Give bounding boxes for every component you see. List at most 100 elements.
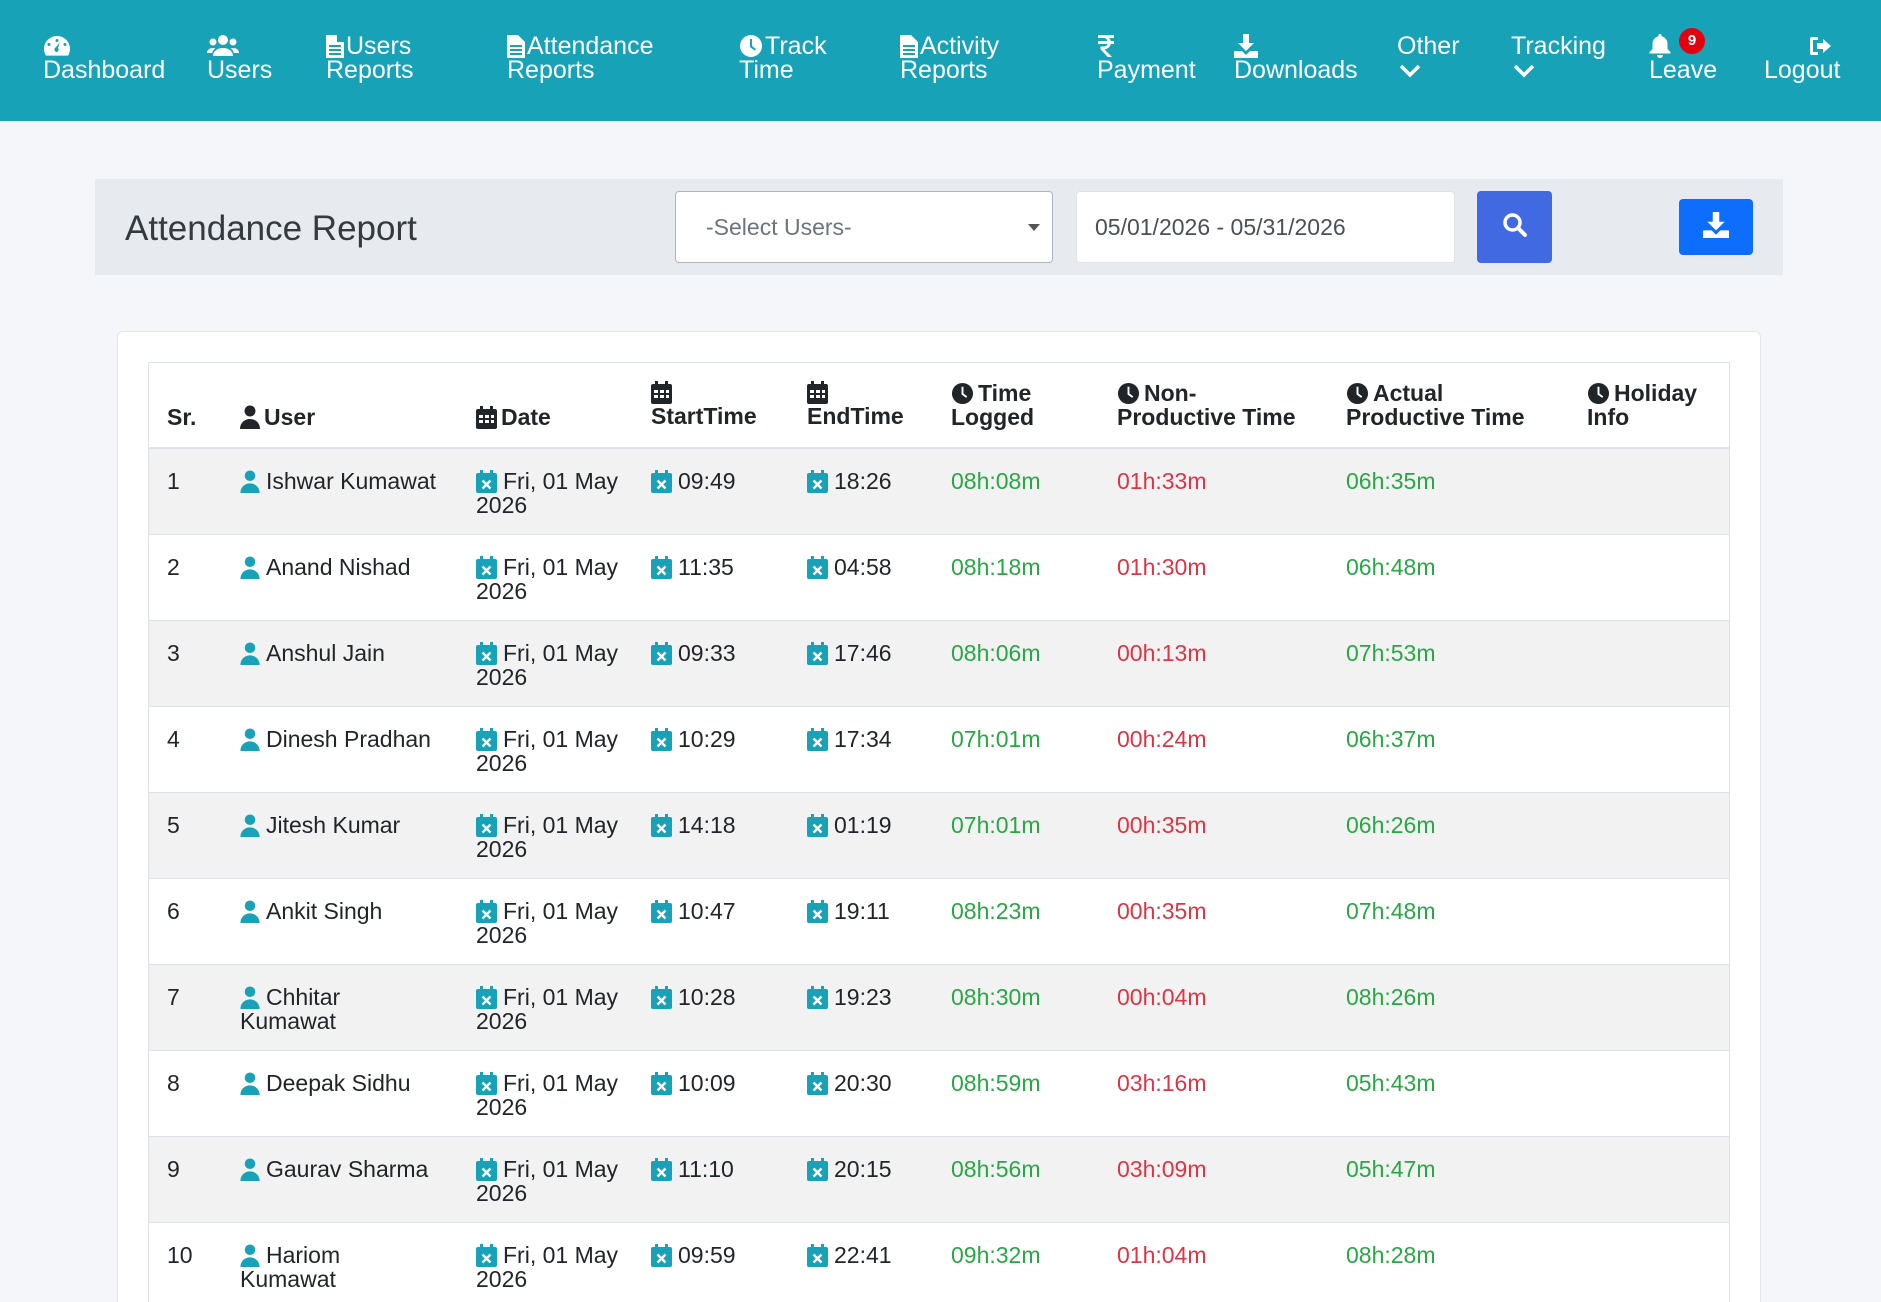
calendar-icon: [807, 1157, 834, 1181]
nav-downloads[interactable]: Downloads: [1234, 34, 1358, 83]
cell-start-time: 10:28: [651, 985, 736, 1009]
calendar-icon: [651, 641, 678, 665]
nav-payment[interactable]: Payment: [1097, 34, 1196, 83]
nav-logout[interactable]: Logout: [1764, 34, 1840, 83]
cell-non-productive-time: 01h:33m: [1117, 468, 1207, 494]
download-report-button[interactable]: [1679, 199, 1753, 255]
cell-actual-productive-time: 06h:48m: [1346, 554, 1436, 580]
cell-actual-productive-time: 06h:35m: [1346, 468, 1436, 494]
cell-end-time: 01:19: [807, 813, 892, 837]
bell-icon: [1649, 34, 1671, 58]
cell-end-time: 19:23: [807, 985, 892, 1009]
attendance-table: Sr. User Date StartTime EndTime Time Log…: [148, 362, 1730, 1302]
cell-end-time: 19:11: [807, 899, 890, 923]
cell-sr: 5: [167, 812, 180, 838]
calendar-icon: [807, 985, 834, 1009]
calendar-icon: [476, 985, 503, 1009]
calendar-icon: [651, 985, 678, 1009]
calendar-icon: [476, 1157, 503, 1181]
user-icon: [240, 641, 266, 665]
calendar-icon: [651, 727, 678, 751]
cell-user: Gaurav Sharma: [240, 1157, 428, 1181]
download-icon: [1234, 34, 1258, 58]
date-range-input[interactable]: 05/01/2026 - 05/31/2026: [1076, 191, 1455, 263]
cell-time-logged: 08h:56m: [951, 1156, 1041, 1182]
table-row: 6 Ankit Singh Fri, 01 May 2026 10:47 19:11 08h…: [149, 879, 1729, 965]
nav-tracking-dropdown[interactable]: Tracking: [1511, 33, 1606, 88]
search-button[interactable]: [1477, 191, 1552, 263]
cell-end-time: 17:46: [807, 641, 892, 665]
caret-down-icon: [1028, 224, 1040, 231]
cell-actual-productive-time: 06h:26m: [1346, 812, 1436, 838]
file-icon: [326, 34, 344, 58]
cell-user: Ankit Singh: [240, 899, 382, 923]
user-icon: [240, 899, 266, 923]
nav-attendance-reports-label-2: Reports: [507, 56, 595, 84]
nav-activity-reports[interactable]: Activity Reports: [900, 31, 1000, 83]
cell-date: Fri, 01 May 2026: [476, 554, 619, 604]
cell-end-time: 22:41: [807, 1243, 892, 1267]
nav-other-dropdown[interactable]: Other: [1397, 33, 1460, 88]
cell-non-productive-time: 03h:09m: [1117, 1156, 1207, 1182]
cell-sr: 1: [167, 468, 180, 494]
cell-user: Deepak Sidhu: [240, 1071, 411, 1095]
nav-dashboard-label: Dashboard: [43, 56, 166, 84]
table-row: 9 Gaurav Sharma Fri, 01 May 2026 11:10 20:15 0…: [149, 1137, 1729, 1223]
nav-leave[interactable]: 9 Leave: [1649, 28, 1717, 83]
table-row: 7 Chhitar Kumawat Fri, 01 May 2026 10:28 19:23…: [149, 965, 1729, 1051]
nav-attendance-reports[interactable]: Attendance Reports: [507, 31, 654, 84]
clock-icon: [739, 34, 763, 58]
cell-start-time: 09:59: [651, 1243, 736, 1267]
file-icon: [507, 34, 525, 58]
calendar-icon: [807, 469, 834, 493]
nav-track-time[interactable]: Track Time: [739, 33, 827, 84]
nav-users-label: Users: [207, 56, 273, 84]
user-icon: [240, 1157, 266, 1181]
user-icon: [240, 469, 266, 493]
table-row: 5 Jitesh Kumar Fri, 01 May 2026 14:18 01:19 07…: [149, 793, 1729, 879]
cell-sr: 9: [167, 1156, 180, 1182]
calendar-icon: [476, 1071, 503, 1095]
calendar-icon: [476, 469, 503, 493]
nav-attendance-reports-label-1: Attendance: [527, 31, 654, 60]
chevron-down-icon: [1399, 64, 1460, 78]
cell-sr: 3: [167, 640, 180, 666]
clock-icon: [951, 382, 978, 405]
cell-start-time: 09:33: [651, 641, 736, 665]
select-users-dropdown[interactable]: -Select Users-: [675, 191, 1053, 263]
cell-non-productive-time: 03h:16m: [1117, 1070, 1207, 1096]
cell-non-productive-time: 01h:04m: [1117, 1242, 1207, 1268]
cell-actual-productive-time: 07h:53m: [1346, 640, 1436, 666]
column-header-actual-productive-time: Actual Productive Time: [1346, 380, 1525, 430]
table-row: 4 Dinesh Pradhan Fri, 01 May 2026 10:29 17:34…: [149, 707, 1729, 793]
calendar-icon: [807, 1071, 834, 1095]
nav-track-time-label-2: Time: [739, 56, 794, 84]
cell-start-time: 11:10: [651, 1157, 734, 1181]
cell-date: Fri, 01 May 2026: [476, 1242, 619, 1292]
calendar-icon: [651, 1157, 678, 1181]
nav-users[interactable]: Users: [207, 34, 273, 84]
column-header-end-time: EndTime: [807, 381, 904, 428]
table-row: 2 Anand Nishad Fri, 01 May 2026 11:35 04:58 08…: [149, 535, 1729, 621]
cell-start-time: 11:35: [651, 555, 734, 579]
cell-time-logged: 08h:18m: [951, 554, 1041, 580]
cell-user: Anand Nishad: [240, 555, 411, 579]
select-users-placeholder: -Select Users-: [706, 214, 852, 240]
cell-actual-productive-time: 05h:43m: [1346, 1070, 1436, 1096]
cell-start-time: 10:09: [651, 1071, 736, 1095]
column-header-sr: Sr.: [167, 404, 197, 430]
column-header-time-logged: Time Logged: [951, 380, 1035, 430]
cell-sr: 4: [167, 726, 180, 752]
nav-activity-reports-label-1: Activity: [920, 31, 1000, 60]
tachometer-icon: [43, 34, 71, 58]
cell-end-time: 18:26: [807, 469, 892, 493]
sign-out-icon: [1809, 35, 1835, 57]
cell-start-time: 14:18: [651, 813, 736, 837]
cell-non-productive-time: 00h:04m: [1117, 984, 1207, 1010]
calendar-icon: [476, 641, 503, 665]
cell-time-logged: 07h:01m: [951, 812, 1041, 838]
calendar-icon: [476, 1243, 503, 1267]
nav-users-reports[interactable]: Users Reports: [326, 33, 414, 83]
rupee-icon: [1097, 34, 1115, 58]
nav-dashboard[interactable]: Dashboard: [43, 34, 166, 84]
